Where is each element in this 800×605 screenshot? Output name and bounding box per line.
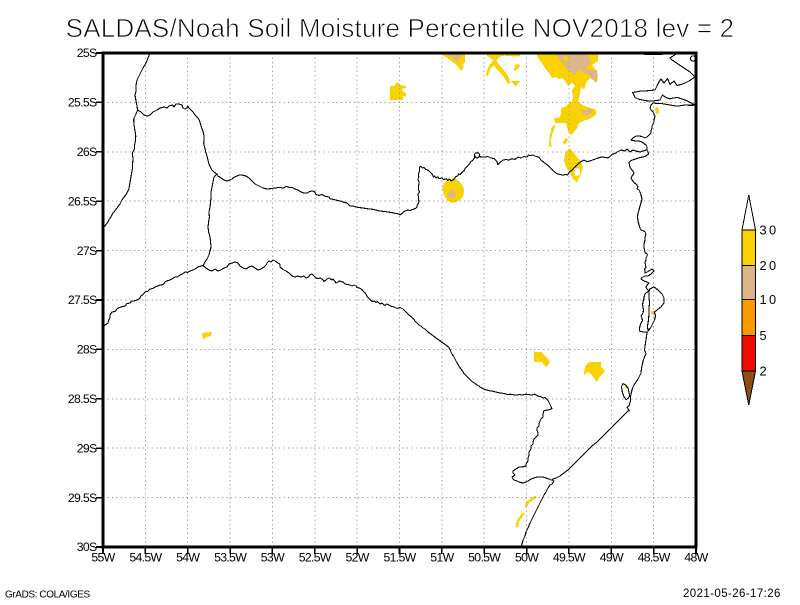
- svg-text:54W: 54W: [176, 551, 200, 565]
- svg-text:27.5S: 27.5S: [68, 293, 97, 307]
- svg-text:50W: 50W: [515, 551, 539, 565]
- svg-text:52.5W: 52.5W: [299, 551, 332, 565]
- svg-text:26S: 26S: [77, 145, 97, 159]
- svg-text:53.5W: 53.5W: [214, 551, 247, 565]
- svg-text:10: 10: [760, 292, 779, 307]
- svg-text:30: 30: [760, 223, 779, 238]
- svg-text:2: 2: [760, 364, 770, 379]
- svg-text:49.5W: 49.5W: [553, 551, 586, 565]
- svg-text:52W: 52W: [346, 551, 370, 565]
- svg-text:50.5W: 50.5W: [468, 551, 501, 565]
- svg-text:27S: 27S: [77, 244, 97, 258]
- svg-text:48.5W: 48.5W: [638, 551, 671, 565]
- svg-text:54.5W: 54.5W: [129, 551, 162, 565]
- svg-text:20: 20: [760, 258, 779, 273]
- svg-text:5: 5: [760, 328, 770, 343]
- svg-text:25.5S: 25.5S: [68, 96, 97, 110]
- svg-text:51W: 51W: [430, 551, 454, 565]
- svg-text:30S: 30S: [77, 540, 97, 554]
- svg-text:51.5W: 51.5W: [383, 551, 416, 565]
- svg-text:2021-05-26-17:26: 2021-05-26-17:26: [683, 588, 781, 600]
- svg-text:55W: 55W: [91, 551, 115, 565]
- svg-text:53W: 53W: [261, 551, 285, 565]
- svg-text:SALDAS/Noah Soil Moisture Perc: SALDAS/Noah Soil Moisture Percentile NOV…: [66, 13, 735, 43]
- svg-text:48W: 48W: [684, 551, 708, 565]
- svg-text:29.5S: 29.5S: [68, 491, 97, 505]
- svg-text:29S: 29S: [77, 441, 97, 455]
- svg-text:26.5S: 26.5S: [68, 194, 97, 208]
- svg-text:28S: 28S: [77, 343, 97, 357]
- svg-text:49W: 49W: [600, 551, 624, 565]
- svg-text:28.5S: 28.5S: [68, 392, 97, 406]
- svg-text:GrADS: COLA/IGES: GrADS: COLA/IGES: [5, 590, 90, 601]
- svg-text:25S: 25S: [77, 46, 97, 60]
